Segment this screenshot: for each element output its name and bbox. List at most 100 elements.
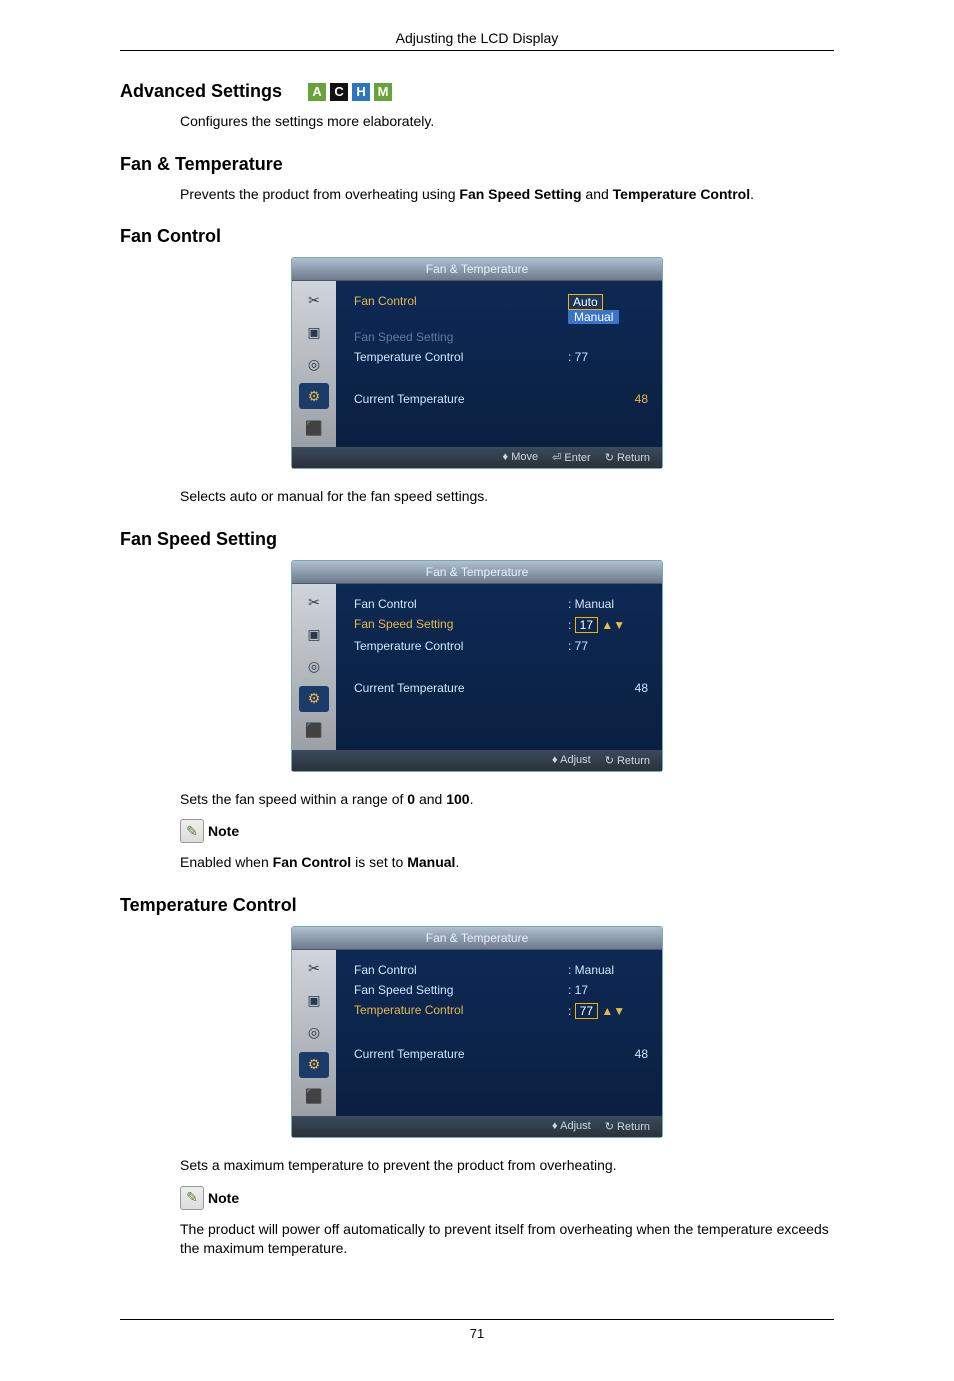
fan-speed-desc: Sets the fan speed within a range of 0 a… <box>180 790 834 810</box>
page-number: 71 <box>120 1319 834 1341</box>
tab-icon[interactable]: ✂ <box>299 287 329 313</box>
text: . <box>455 854 459 870</box>
osd-sidebar: ✂ ▣ ◎ ⚙ ⬛ <box>292 950 336 1116</box>
footer-move: ♦ Move <box>503 451 539 464</box>
label: Move <box>511 451 538 463</box>
osd-row-fan-speed[interactable]: Fan Speed Setting : 17 <box>354 980 648 1000</box>
label: Return <box>617 1121 650 1133</box>
glyph-icon: ♦ <box>552 1120 558 1132</box>
tab-icon[interactable]: ▣ <box>299 988 329 1014</box>
fan-temp-title: Fan & Temperature <box>120 154 834 175</box>
label: Current Temperature <box>354 1047 465 1061</box>
tab-icon-active[interactable]: ⚙ <box>299 383 329 409</box>
footer-adjust: ♦ Adjust <box>552 754 591 767</box>
footer-return: ↻ Return <box>605 754 650 767</box>
label: Fan Speed Setting <box>354 617 453 633</box>
advanced-settings-title: Advanced Settings P A C H M <box>120 81 834 102</box>
note-label: Note <box>208 823 239 839</box>
note-row: ✎ Note <box>180 819 834 843</box>
osd-footer: ♦ Move ⏎ Enter ↻ Return <box>292 447 662 468</box>
osd-sidebar: ✂ ▣ ◎ ⚙ ⬛ <box>292 281 336 447</box>
fan-control-desc: Selects auto or manual for the fan speed… <box>180 487 834 507</box>
osd-row-temp-control[interactable]: Temperature Control : 77 <box>354 347 648 367</box>
value <box>568 330 648 344</box>
label: Fan Control <box>354 597 417 611</box>
osd-row-fan-control[interactable]: Fan Control : Manual <box>354 960 648 980</box>
temp-control-note: The product will power off automatically… <box>180 1220 834 1259</box>
osd-fan-control: Fan & Temperature ✂ ▣ ◎ ⚙ ⬛ Fan Control … <box>291 257 663 469</box>
temp-control-title: Temperature Control <box>120 895 834 916</box>
page: Adjusting the LCD Display Advanced Setti… <box>0 0 954 1381</box>
arrow-icon[interactable]: ▲▼ <box>601 1004 625 1018</box>
note-label: Note <box>208 1190 239 1206</box>
osd-row-temp-control[interactable]: Temperature Control : 77 ▲▼ <box>354 1000 648 1022</box>
osd-row-temp-control[interactable]: Temperature Control : 77 <box>354 636 648 656</box>
value: : 77 ▲▼ <box>568 1003 648 1019</box>
badge-a: A <box>308 83 326 101</box>
tab-icon[interactable]: ⬛ <box>299 718 329 744</box>
label: Fan Control <box>354 963 417 977</box>
tab-icon[interactable]: ✂ <box>299 956 329 982</box>
tab-icon[interactable]: ◎ <box>299 1020 329 1046</box>
tab-icon-active[interactable]: ⚙ <box>299 1052 329 1078</box>
tab-icon[interactable]: ⬛ <box>299 415 329 441</box>
text: and <box>415 791 446 807</box>
note-row: ✎ Note <box>180 1186 834 1210</box>
label: Enter <box>564 452 590 464</box>
text: . <box>470 791 474 807</box>
value: : 77 <box>568 639 648 653</box>
osd-row-fan-control[interactable]: Fan Control Auto Manual <box>354 291 648 327</box>
osd-main: Fan Control : Manual Fan Speed Setting :… <box>336 950 662 1116</box>
text: . <box>750 186 754 202</box>
bold: Temperature Control <box>613 186 750 202</box>
page-header: Adjusting the LCD Display <box>120 30 834 51</box>
spin-value[interactable]: 77 <box>575 1003 598 1019</box>
footer-adjust: ♦ Adjust <box>552 1120 591 1133</box>
footer-return: ↻ Return <box>605 451 650 464</box>
badge-h: H <box>352 83 370 101</box>
osd-body: ✂ ▣ ◎ ⚙ ⬛ Fan Control : Manual Fan Speed… <box>292 584 662 750</box>
value: Auto Manual <box>568 294 648 324</box>
value: 48 <box>568 681 648 695</box>
osd-body: ✂ ▣ ◎ ⚙ ⬛ Fan Control Auto Manual Fan Sp… <box>292 281 662 447</box>
badge-c: C <box>330 83 348 101</box>
note-icon: ✎ <box>180 819 204 843</box>
tab-icon[interactable]: ◎ <box>299 351 329 377</box>
label: Fan Speed Setting <box>354 330 453 344</box>
tab-icon-active[interactable]: ⚙ <box>299 686 329 712</box>
bold: Manual <box>407 854 455 870</box>
arrow-icon[interactable]: ▲▼ <box>601 618 625 632</box>
tab-icon[interactable]: ▣ <box>299 622 329 648</box>
badge-m: M <box>374 83 392 101</box>
label: Current Temperature <box>354 392 465 406</box>
osd-row-current-temp: Current Temperature 48 <box>354 389 648 409</box>
advanced-settings-desc: Configures the settings more elaborately… <box>180 112 834 132</box>
label: Return <box>617 452 650 464</box>
osd-row-fan-control[interactable]: Fan Control : Manual <box>354 594 648 614</box>
note-icon: ✎ <box>180 1186 204 1210</box>
tab-icon[interactable]: ◎ <box>299 654 329 680</box>
spin-value[interactable]: 17 <box>575 617 598 633</box>
osd-row-current-temp: Current Temperature 48 <box>354 1044 648 1064</box>
label: Return <box>617 755 650 767</box>
bold: 100 <box>446 791 469 807</box>
value: : Manual <box>568 597 648 611</box>
label: Adjust <box>560 754 591 766</box>
tab-icon[interactable]: ✂ <box>299 590 329 616</box>
osd-row-current-temp: Current Temperature 48 <box>354 678 648 698</box>
osd-fan-speed: Fan & Temperature ✂ ▣ ◎ ⚙ ⬛ Fan Control … <box>291 560 663 772</box>
tab-icon[interactable]: ⬛ <box>299 1084 329 1110</box>
osd-main: Fan Control Auto Manual Fan Speed Settin… <box>336 281 662 447</box>
osd-row-fan-speed[interactable]: Fan Speed Setting : 17 ▲▼ <box>354 614 648 636</box>
text: Sets the fan speed within a range of <box>180 791 407 807</box>
label: Temperature Control <box>354 639 463 653</box>
fan-control-title: Fan Control <box>120 226 834 247</box>
label: Temperature Control <box>354 350 463 364</box>
tab-icon[interactable]: ▣ <box>299 319 329 345</box>
temp-control-desc: Sets a maximum temperature to prevent th… <box>180 1156 834 1176</box>
option-manual[interactable]: Manual <box>568 310 619 324</box>
option-auto[interactable]: Auto <box>568 294 603 310</box>
value: : 17 <box>568 983 648 997</box>
text: is set to <box>351 854 407 870</box>
glyph-icon: ⏎ <box>552 452 561 464</box>
